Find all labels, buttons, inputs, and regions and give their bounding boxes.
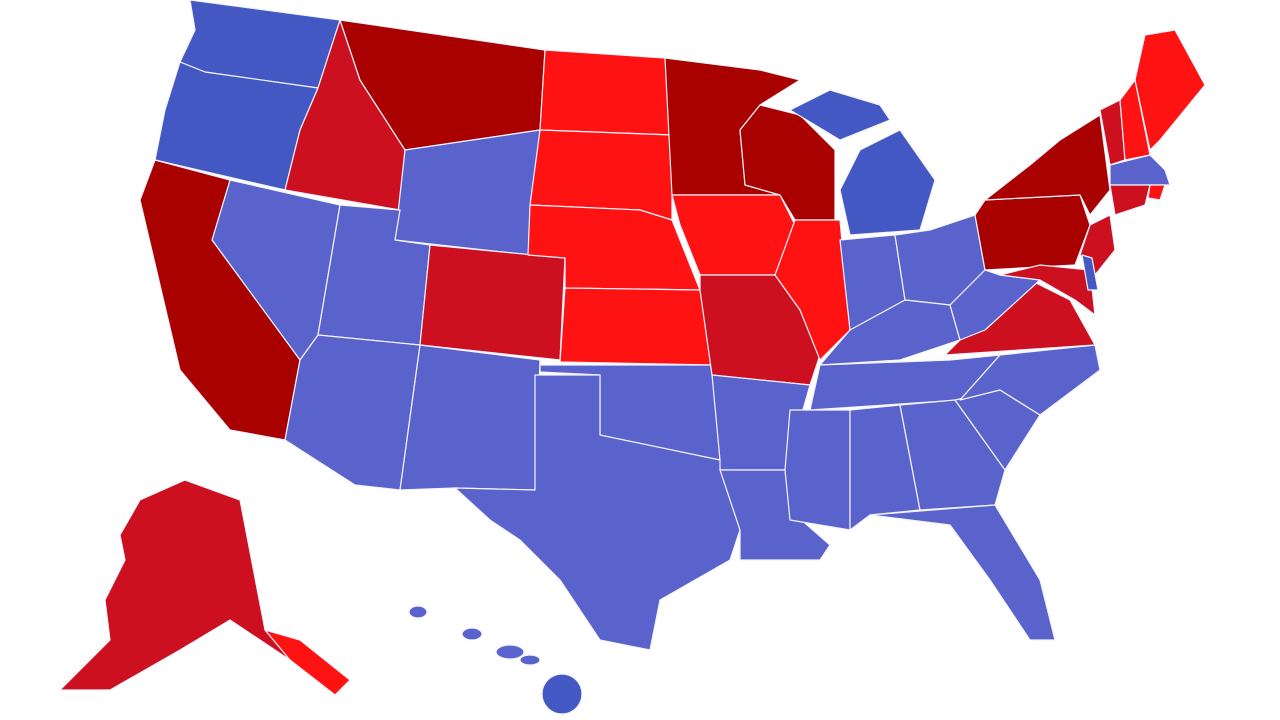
north-carolina [959,344,1101,416]
michigan-upper [789,89,891,141]
florida [869,504,1056,641]
hawaii-island [495,644,525,660]
states [59,0,1206,715]
wyoming [394,129,541,256]
alaska-panhandle [264,629,351,696]
michigan-lower [839,129,936,236]
hawaii-island [408,605,428,619]
hawaii-island [519,654,541,666]
illinois [774,219,851,361]
hawaii-island [461,627,483,641]
maine [1134,29,1206,151]
colorado [419,244,566,361]
rhode-island [1147,184,1166,201]
connecticut [1109,184,1151,216]
mississippi [784,409,851,531]
texas [454,374,741,651]
pennsylvania [974,194,1091,271]
alaska [59,479,301,691]
georgia [899,399,1006,511]
massachusetts [1109,154,1171,186]
hawaii-big-island [541,673,583,715]
kansas [559,287,713,366]
new-york [984,114,1111,216]
delaware [1081,254,1099,291]
north-dakota [539,49,673,136]
new-mexico [399,344,541,491]
maryland [999,264,1096,316]
